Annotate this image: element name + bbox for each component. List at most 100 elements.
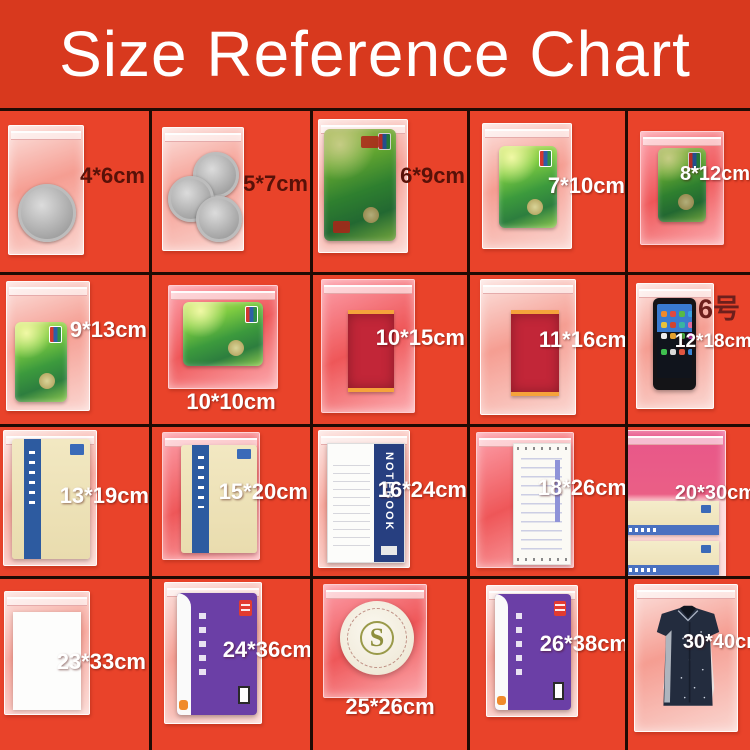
zip-seal-icon (628, 436, 723, 445)
size-cell-15x20: 15*20cm (152, 427, 310, 576)
phone-screen (656, 304, 693, 379)
page-title: Size Reference Chart (59, 18, 691, 90)
notebook: NOTEBOOK (327, 443, 405, 563)
shirt (656, 605, 720, 706)
courier-envelope (495, 594, 571, 710)
box-blue-stripe (23, 439, 41, 559)
size-cell-16x24: NOTEBOOK 16*24cm (313, 427, 467, 576)
size-label: 30*40cm (682, 631, 750, 653)
qr-code-icon (552, 682, 565, 700)
box-label (69, 443, 84, 455)
envelope-flap (495, 594, 508, 710)
size-number-tag: 6号 (697, 294, 740, 324)
card-logo-icon (539, 150, 552, 167)
ziplock-bag (482, 123, 572, 249)
notebook-spine: NOTEBOOK (373, 444, 404, 562)
bank-card (183, 302, 263, 366)
zip-seal-icon (9, 287, 87, 296)
ziplock-bag (164, 582, 262, 724)
size-label: 18*26cm (537, 475, 625, 500)
ziplock-bag-pink (640, 131, 724, 245)
ziplock-bag-pink (321, 279, 415, 413)
box-blue-stripe (192, 445, 210, 553)
bank-card (499, 146, 557, 228)
smartphone (653, 298, 696, 390)
box-label (701, 505, 712, 513)
bank-card (15, 322, 67, 402)
size-label: 12*18cm (674, 331, 750, 352)
red-stamp (361, 135, 379, 149)
zip-seal-icon (485, 129, 569, 138)
title-bar: Size Reference Chart (0, 0, 750, 108)
box-label (237, 449, 251, 460)
courier-envelope (177, 593, 257, 715)
invoice-paper (513, 443, 571, 565)
packing-box (628, 541, 719, 575)
size-cell-5x7: 5*7cm (152, 111, 310, 272)
courier-logo-icon (178, 700, 189, 711)
size-cell-12x18: 6号 12*18cm (628, 275, 750, 424)
size-cell-13x19: 13*19cm (0, 427, 149, 576)
card-gold-disc (362, 207, 379, 224)
ziplock-bag (6, 281, 90, 411)
tea-cake: S (340, 601, 414, 675)
ziplock-bag-pink (628, 430, 726, 576)
size-cell-6x9: 6*9cm (313, 111, 467, 272)
zip-seal-icon (11, 131, 81, 140)
card-logo-icon (688, 152, 701, 169)
ziplock-bag (480, 279, 576, 415)
ziplock-bag (634, 584, 738, 732)
card-logo-icon (245, 306, 258, 323)
size-cell-7x10: 7*10cm (470, 111, 625, 272)
bank-card (658, 148, 706, 222)
red-box (348, 310, 394, 392)
size-cell-18x26: 18*26cm (470, 427, 625, 576)
size-cell-30x40: 30*40cm (628, 579, 750, 750)
ziplock-bag (8, 125, 84, 255)
qr-code-icon (237, 685, 250, 705)
envelope-badge (553, 600, 567, 617)
ziplock-bag-pink (476, 432, 574, 568)
box-blue-band (628, 524, 719, 535)
ziplock-bag (636, 283, 714, 409)
size-cell-10x15: 10*15cm (313, 275, 467, 424)
ziplock-bag (3, 430, 97, 566)
tea-cake-logo: S (359, 620, 395, 656)
coin (196, 196, 242, 242)
tea-cake-text-ring (346, 607, 408, 669)
card-gold-disc (527, 198, 544, 215)
invoice-lines (520, 458, 563, 550)
size-label: 23*33cm (56, 649, 146, 674)
white-paper (13, 612, 81, 710)
size-label: 15*20cm (218, 479, 308, 504)
bank-card (324, 129, 396, 241)
size-label: 10*10cm (186, 389, 276, 414)
size-cell-4x6: 4*6cm (0, 111, 149, 272)
envelope-flap (177, 593, 191, 715)
card-gold-disc (38, 373, 55, 390)
size-cell-25x26: S 25*26cm (313, 579, 467, 750)
size-label: 4*6cm (80, 163, 145, 188)
notebook-lines (333, 458, 370, 553)
tea-cake-letter: S (369, 623, 385, 652)
size-label: 26*38cm (539, 631, 625, 656)
box-label (701, 545, 712, 553)
size-cell-24x36: 24*36cm (152, 579, 310, 750)
ziplock-bag (486, 585, 578, 717)
paper-box (12, 439, 90, 559)
paper-box (181, 445, 257, 553)
app-icons (660, 311, 667, 318)
zip-seal-icon (171, 291, 275, 300)
red-box (511, 310, 559, 396)
size-cell-8x12: 8*12cm (628, 111, 750, 272)
ziplock-bag-pink: S (323, 584, 427, 698)
card-logo-icon (49, 326, 62, 343)
ziplock-bag (318, 119, 408, 253)
card-logo-icon (378, 133, 391, 150)
invoice-slip (555, 459, 561, 522)
size-label: 5*7cm (243, 171, 308, 196)
size-label: 25*26cm (345, 694, 435, 719)
size-label: 20*30cm (674, 482, 750, 504)
size-label: 13*19cm (59, 483, 149, 508)
card-gold-disc (227, 339, 244, 356)
